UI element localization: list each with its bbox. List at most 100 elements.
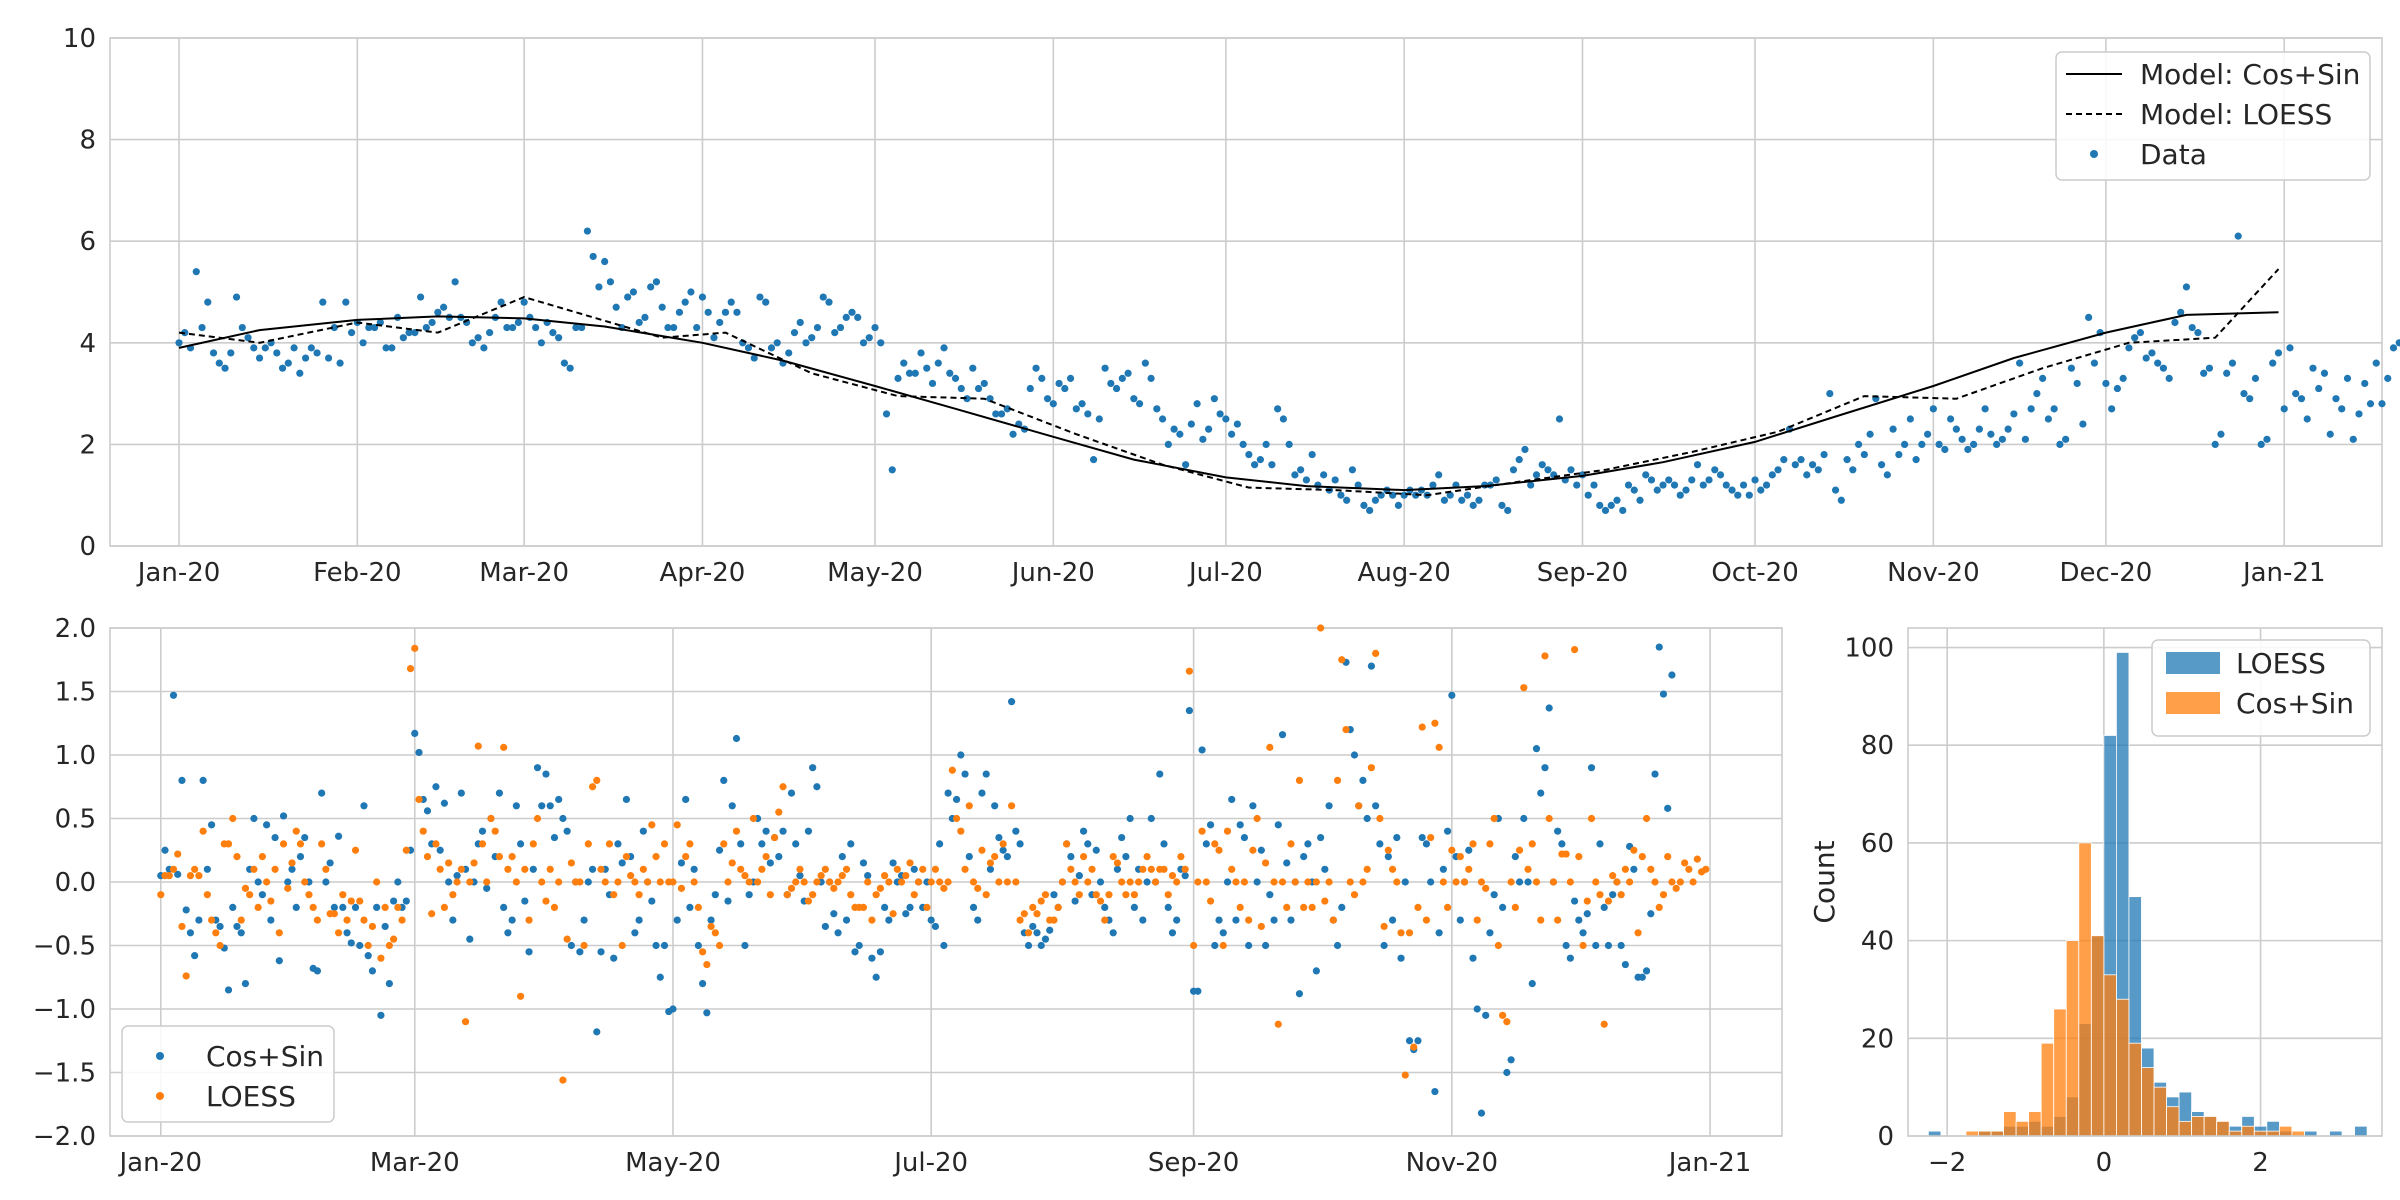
cos-sin-residual-point xyxy=(241,980,250,988)
loess-residual-point xyxy=(1071,878,1079,886)
cos-sin-residual-point xyxy=(1109,929,1117,937)
loess-histogram-bar xyxy=(2354,1125,2368,1137)
data-point xyxy=(359,339,367,347)
loess-residual-point xyxy=(1579,941,1587,950)
loess-residual-point xyxy=(1444,903,1452,912)
cos-sin-residual-point xyxy=(360,802,368,810)
data-point xyxy=(808,334,816,342)
loess-residual-point xyxy=(1084,878,1092,886)
loess-residual-point xyxy=(542,897,550,905)
loess-residual-point xyxy=(364,941,372,950)
cos-sin-residual-point xyxy=(974,916,982,924)
loess-residual-point xyxy=(881,872,889,880)
data-point xyxy=(647,283,655,291)
loess-residual-point xyxy=(1257,922,1265,931)
loess-residual-point xyxy=(1130,891,1138,899)
loess-residual-point xyxy=(478,840,487,848)
cos-sin-residual-point xyxy=(834,929,842,937)
loess-residual-point xyxy=(1647,865,1655,873)
cos-sin-residual-point xyxy=(538,802,546,810)
data-point xyxy=(1337,491,1345,499)
cos-sin-residual-point xyxy=(1621,960,1629,969)
data-point xyxy=(831,329,839,337)
loess-residual-point xyxy=(1164,891,1172,899)
data-point xyxy=(2073,379,2081,388)
y-tick-label: 20 xyxy=(1861,1024,1894,1054)
data-point xyxy=(2165,374,2173,382)
data-point xyxy=(710,334,718,342)
loess-residual-point xyxy=(1245,916,1253,924)
loess-residual-point xyxy=(186,872,195,880)
loess-residual-point xyxy=(178,922,186,931)
loess-residual-point xyxy=(1160,865,1168,873)
cos-sin-residual-point xyxy=(529,865,537,873)
loess-residual-point xyxy=(766,891,774,899)
data-point xyxy=(1774,466,1782,474)
data-point xyxy=(1596,501,1604,509)
legend-label: LOESS xyxy=(2236,647,2326,680)
cos-sin-residual-point xyxy=(982,770,990,778)
loess-residual-point xyxy=(1664,853,1672,861)
data-point xyxy=(589,252,597,261)
loess-residual-point xyxy=(1549,878,1558,886)
cos-sin-residual-point xyxy=(745,891,753,899)
cos-sin-residual-point xyxy=(622,795,631,804)
data-point xyxy=(2355,410,2363,418)
cos-sin-residual-point xyxy=(1524,878,1532,886)
data-point xyxy=(1141,359,1149,367)
data-point xyxy=(2182,283,2191,291)
data-point xyxy=(2039,374,2047,382)
data-point xyxy=(1055,379,1063,388)
data-point xyxy=(1929,405,1937,413)
data-point xyxy=(1009,430,1017,438)
loess-residual-point xyxy=(1058,878,1067,886)
loess-residual-point xyxy=(601,878,609,886)
cos-sin-residual-point xyxy=(1287,916,1295,924)
data-point xyxy=(1216,410,1224,418)
cos-sin-residual-point xyxy=(1143,878,1151,886)
y-tick-label: −0.5 xyxy=(33,932,96,962)
loess-residual-point xyxy=(927,878,935,886)
loess-residual-point xyxy=(982,891,990,899)
data-point xyxy=(1320,471,1328,479)
cos-sin-residual-point xyxy=(1575,916,1583,924)
data-point xyxy=(773,339,781,347)
cos-sin-residual-point xyxy=(1304,840,1312,848)
loess-residual-point xyxy=(944,878,952,886)
loess-residual-point xyxy=(1118,878,1126,886)
loess-residual-point xyxy=(1020,910,1028,918)
loess-residual-point xyxy=(936,878,944,886)
loess-residual-point xyxy=(237,916,245,924)
loess-residual-point xyxy=(1134,878,1143,886)
data-point xyxy=(555,334,563,342)
cos-sin-residual-point xyxy=(1448,691,1456,699)
loess-residual-point xyxy=(500,743,508,751)
cos-sin-residual-point xyxy=(1486,929,1494,937)
data-point xyxy=(2050,405,2058,413)
cos-sin-residual-point xyxy=(478,827,487,835)
loess-residual-point xyxy=(758,865,766,873)
data-point xyxy=(911,369,919,377)
loess-residual-point xyxy=(1105,891,1113,899)
data-point xyxy=(836,323,845,332)
loess-residual-point xyxy=(1676,878,1685,886)
loess-residual-point xyxy=(720,840,728,848)
cos-sin-residual-point xyxy=(449,916,457,924)
data-point xyxy=(1107,379,1115,388)
loess-residual-point xyxy=(398,916,406,924)
data-point xyxy=(365,323,373,332)
loess-residual-point xyxy=(474,742,482,750)
loess-residual-point xyxy=(902,872,910,880)
cos-sin-residual-point xyxy=(504,929,512,937)
cos-sin-residual-point xyxy=(1664,804,1672,812)
loess-residual-point xyxy=(195,872,203,880)
cos-sin-residual-point xyxy=(1668,671,1676,679)
loess-residual-point xyxy=(1587,814,1596,823)
data-point xyxy=(1366,506,1374,515)
data-point xyxy=(2200,369,2208,377)
data-point xyxy=(2366,400,2375,408)
plot-frame xyxy=(109,37,2383,547)
cos-sin-residual-point xyxy=(1541,764,1549,772)
loess-residual-point xyxy=(339,891,347,899)
cos-sin-residual-point xyxy=(322,878,330,886)
